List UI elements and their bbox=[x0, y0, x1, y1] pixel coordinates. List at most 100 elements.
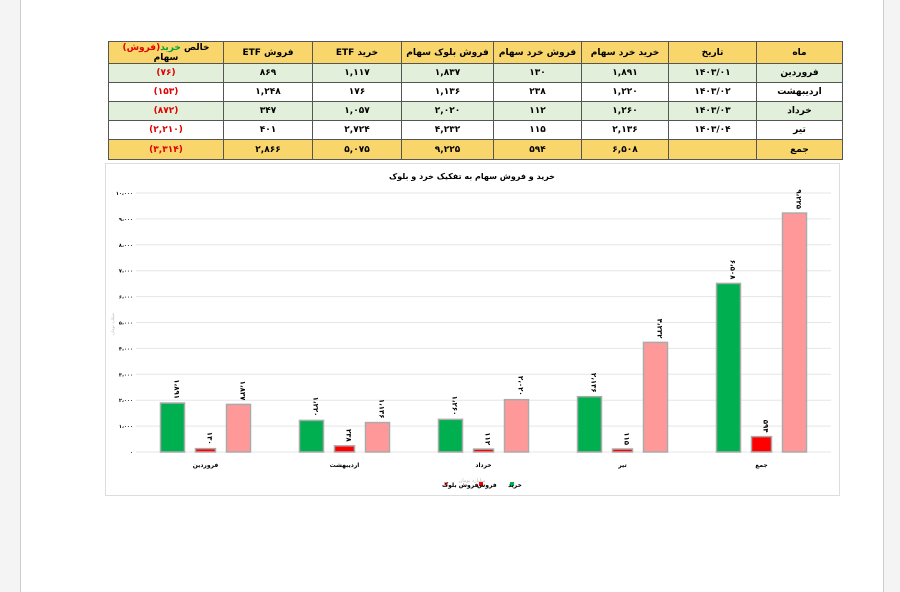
data-label: ۱،۱۳۶ bbox=[378, 399, 386, 419]
table-cell: ۱,۰۵۷ bbox=[312, 101, 402, 121]
table-cell: ۱۷۶ bbox=[312, 82, 402, 102]
summary-table: ماه تاریخ خرید خرد سهام فروش خرد سهام فر… bbox=[108, 41, 843, 160]
data-label: ۱،۲۲۰ bbox=[312, 397, 320, 417]
header-month: ماه bbox=[756, 41, 843, 64]
bar-1 bbox=[472, 448, 495, 453]
table-cell: ۱,۸۹۱ bbox=[581, 63, 669, 83]
y-tick-label: ۸،۰۰۰ bbox=[119, 243, 133, 249]
data-label: ۱۳۰ bbox=[206, 432, 214, 445]
bar-1 bbox=[750, 435, 773, 453]
net-cell: (۸۷۲) bbox=[108, 101, 224, 121]
x-tick-label: تیر bbox=[617, 462, 626, 469]
bar-0 bbox=[715, 282, 742, 453]
table-cell: ۱,۲۶۰ bbox=[581, 101, 669, 121]
bar-0 bbox=[576, 395, 603, 453]
y-tick-label: ۲،۰۰۰ bbox=[119, 398, 133, 404]
header-etf-buy: خرید ETF bbox=[312, 41, 402, 64]
bar-2 bbox=[642, 341, 669, 453]
data-label: ۱،۸۳۷ bbox=[239, 381, 247, 401]
table-cell: ۲,۱۳۶ bbox=[581, 120, 669, 140]
chart-title: خرید و فروش سهام به تفکیک خرد و بلوک bbox=[389, 172, 555, 182]
net-cell: (۱۵۳) bbox=[108, 82, 224, 102]
table-cell: فروردین bbox=[756, 63, 843, 83]
legend-swatch bbox=[479, 482, 483, 486]
y-tick-label: ۰ bbox=[130, 450, 133, 456]
legend-label: فروش bbox=[477, 482, 497, 489]
legend-swatch bbox=[444, 482, 448, 486]
table-cell: ۴۰۱ bbox=[223, 120, 313, 140]
table-cell: ۶,۵۰۸ bbox=[581, 139, 669, 160]
data-label: ۱،۲۶۰ bbox=[451, 396, 459, 416]
table-cell: ۱۳۰ bbox=[493, 63, 582, 83]
table-cell: ۳۴۷ bbox=[223, 101, 313, 121]
bar-0 bbox=[437, 418, 464, 453]
table-cell: ۱,۱۳۶ bbox=[401, 82, 494, 102]
table-cell: خرداد bbox=[756, 101, 843, 121]
table-cell: ۱,۲۴۸ bbox=[223, 82, 313, 102]
net-header-suffix: سهام bbox=[153, 52, 179, 63]
table-cell: ۱۴۰۳/۰۳ bbox=[668, 101, 757, 121]
data-label: ۶،۵۰۸ bbox=[729, 260, 737, 280]
net-cell: (۷۶) bbox=[108, 63, 224, 83]
table-row: فروردین ۱۴۰۳/۰۱ ۱,۸۹۱ ۱۳۰ ۱,۸۳۷ ۱,۱۱۷ ۸۶۹ (۷۶) bbox=[108, 63, 843, 83]
table-cell: ۴,۲۳۲ bbox=[401, 120, 494, 140]
table-cell: ۵,۰۷۵ bbox=[312, 139, 402, 160]
table-row: اردیبهشت ۱۴۰۳/۰۲ ۱,۲۲۰ ۲۳۸ ۱,۱۳۶ ۱۷۶ ۱,۲۴۸ (۱۵۳… bbox=[108, 82, 843, 102]
bar-2 bbox=[225, 403, 252, 453]
y-tick-label: ۴،۰۰۰ bbox=[119, 346, 133, 352]
net-cell: (۳,۳۱۴) bbox=[108, 139, 224, 160]
data-label: ۹،۲۲۵ bbox=[795, 189, 803, 209]
bar-0 bbox=[159, 402, 186, 453]
table-cell: ۲۳۸ bbox=[493, 82, 582, 102]
x-tick-label: جمع bbox=[755, 462, 767, 469]
legend-swatch bbox=[510, 482, 514, 486]
table-cell bbox=[668, 139, 757, 160]
bar-1 bbox=[333, 445, 356, 453]
table-cell: ۱۴۰۳/۰۴ bbox=[668, 120, 757, 140]
header-net: خالص خرید(فروش) سهام bbox=[108, 41, 224, 64]
table-row: جمع ۶,۵۰۸ ۵۹۴ ۹,۲۲۵ ۵,۰۷۵ ۲,۸۶۶ (۳,۳۱۴) bbox=[108, 139, 843, 160]
table-cell: ۱,۲۲۰ bbox=[581, 82, 669, 102]
table-cell: ۱۱۵ bbox=[493, 120, 582, 140]
table-cell: ۱,۸۳۷ bbox=[401, 63, 494, 83]
table-cell: ۲,۰۲۰ bbox=[401, 101, 494, 121]
y-tick-label: ۱۰،۰۰۰ bbox=[116, 191, 133, 197]
x-tick-label: خرداد bbox=[475, 462, 491, 469]
x-tick-label: اردیبهشت bbox=[330, 462, 360, 469]
table-cell: تیر bbox=[756, 120, 843, 140]
x-tick-label: فروردین bbox=[193, 462, 219, 469]
table-cell: ۹,۲۲۵ bbox=[401, 139, 494, 160]
data-label: ۲۳۸ bbox=[345, 429, 353, 443]
header-retail-sell: فروش خرد سهام bbox=[493, 41, 582, 64]
header-date: تاریخ bbox=[668, 41, 757, 64]
bar-chart: خرید و فروش سهام به تفکیک خرد و بلوک ۰ ۱،۰… bbox=[105, 163, 840, 496]
header-block-sell: فروش بلوک سهام bbox=[401, 41, 494, 64]
table-cell: ۵۹۴ bbox=[493, 139, 582, 160]
bar-1 bbox=[194, 447, 217, 453]
table-row: خرداد ۱۴۰۳/۰۳ ۱,۲۶۰ ۱۱۲ ۲,۰۲۰ ۱,۰۵۷ ۳۴۷ (۸۷۲) bbox=[108, 101, 843, 121]
table-cell: ۱,۱۱۷ bbox=[312, 63, 402, 83]
data-label: ۵۹۴ bbox=[762, 420, 770, 434]
y-tick-label: ۷،۰۰۰ bbox=[119, 269, 133, 275]
net-header-sell: (فروش) bbox=[122, 42, 161, 53]
table-cell: ۱۴۰۳/۰۲ bbox=[668, 82, 757, 102]
data-label: ۲،۰۲۰ bbox=[517, 376, 525, 396]
table-cell: اردیبهشت bbox=[756, 82, 843, 102]
data-label: ۱۱۵ bbox=[623, 432, 631, 446]
x-axis-label: میلیارد تومان bbox=[459, 478, 486, 484]
data-label: ۴،۲۳۲ bbox=[656, 319, 664, 339]
table-cell: ۲,۷۲۴ bbox=[312, 120, 402, 140]
net-header-prefix: خالص bbox=[180, 42, 210, 53]
y-tick-label: ۶،۰۰۰ bbox=[119, 295, 133, 301]
table-row: تیر ۱۴۰۳/۰۴ ۲,۱۳۶ ۱۱۵ ۴,۲۳۲ ۲,۷۲۴ ۴۰۱ (۲,۲۱۰) bbox=[108, 120, 843, 140]
header-etf-sell: فروش ETF bbox=[223, 41, 313, 64]
header-retail-buy: خرید خرد سهام bbox=[581, 41, 669, 64]
table-cell: ۲,۸۶۶ bbox=[223, 139, 313, 160]
bar-2 bbox=[364, 421, 391, 453]
y-tick-label: ۹،۰۰۰ bbox=[119, 217, 133, 223]
table-cell: ۱۱۲ bbox=[493, 101, 582, 121]
bar-2 bbox=[781, 212, 808, 453]
y-axis-label: میلیارد تومان bbox=[110, 313, 115, 335]
y-tick-label: ۱،۰۰۰ bbox=[119, 424, 133, 430]
bar-1 bbox=[611, 448, 634, 453]
